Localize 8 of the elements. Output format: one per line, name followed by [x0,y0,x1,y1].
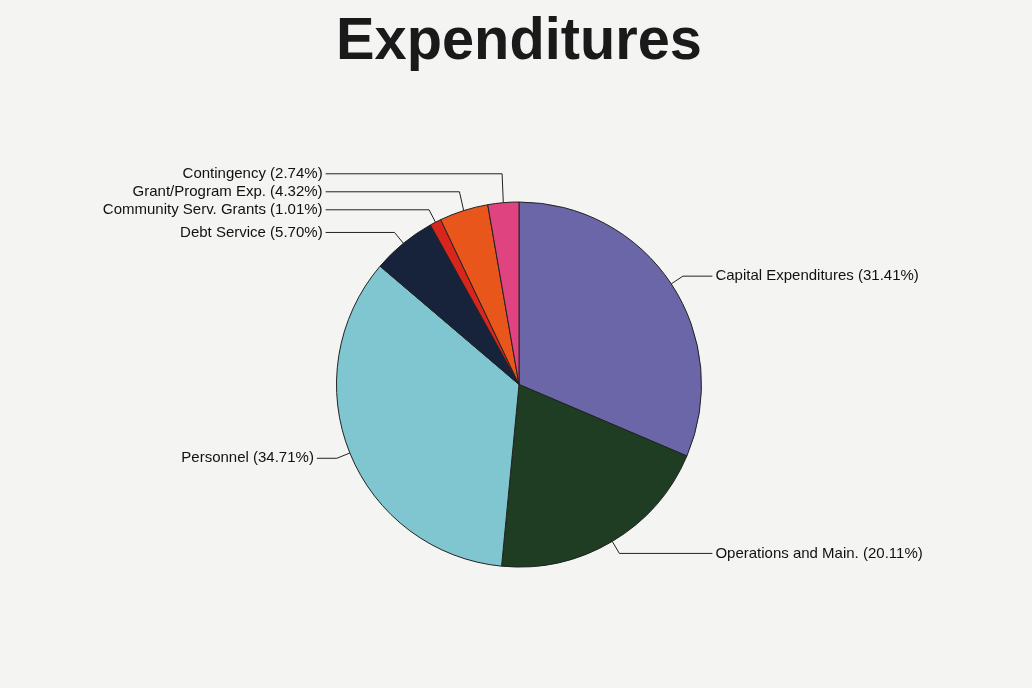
slice-label: Contingency (2.74%) [182,163,323,181]
slice-label: Capital Expenditures (31.41%) [715,266,919,284]
slice-label: Operations and Main. (20.11%) [715,543,923,561]
slice-label: Debt Service (5.70%) [180,222,323,240]
slice-label: Personnel (34.71%) [181,448,314,466]
slice-label: Community Serv. Grants (1.01%) [102,199,323,217]
slice-label: Grant/Program Exp. (4.32%) [132,181,323,199]
chart-title: Expenditures [336,4,702,71]
